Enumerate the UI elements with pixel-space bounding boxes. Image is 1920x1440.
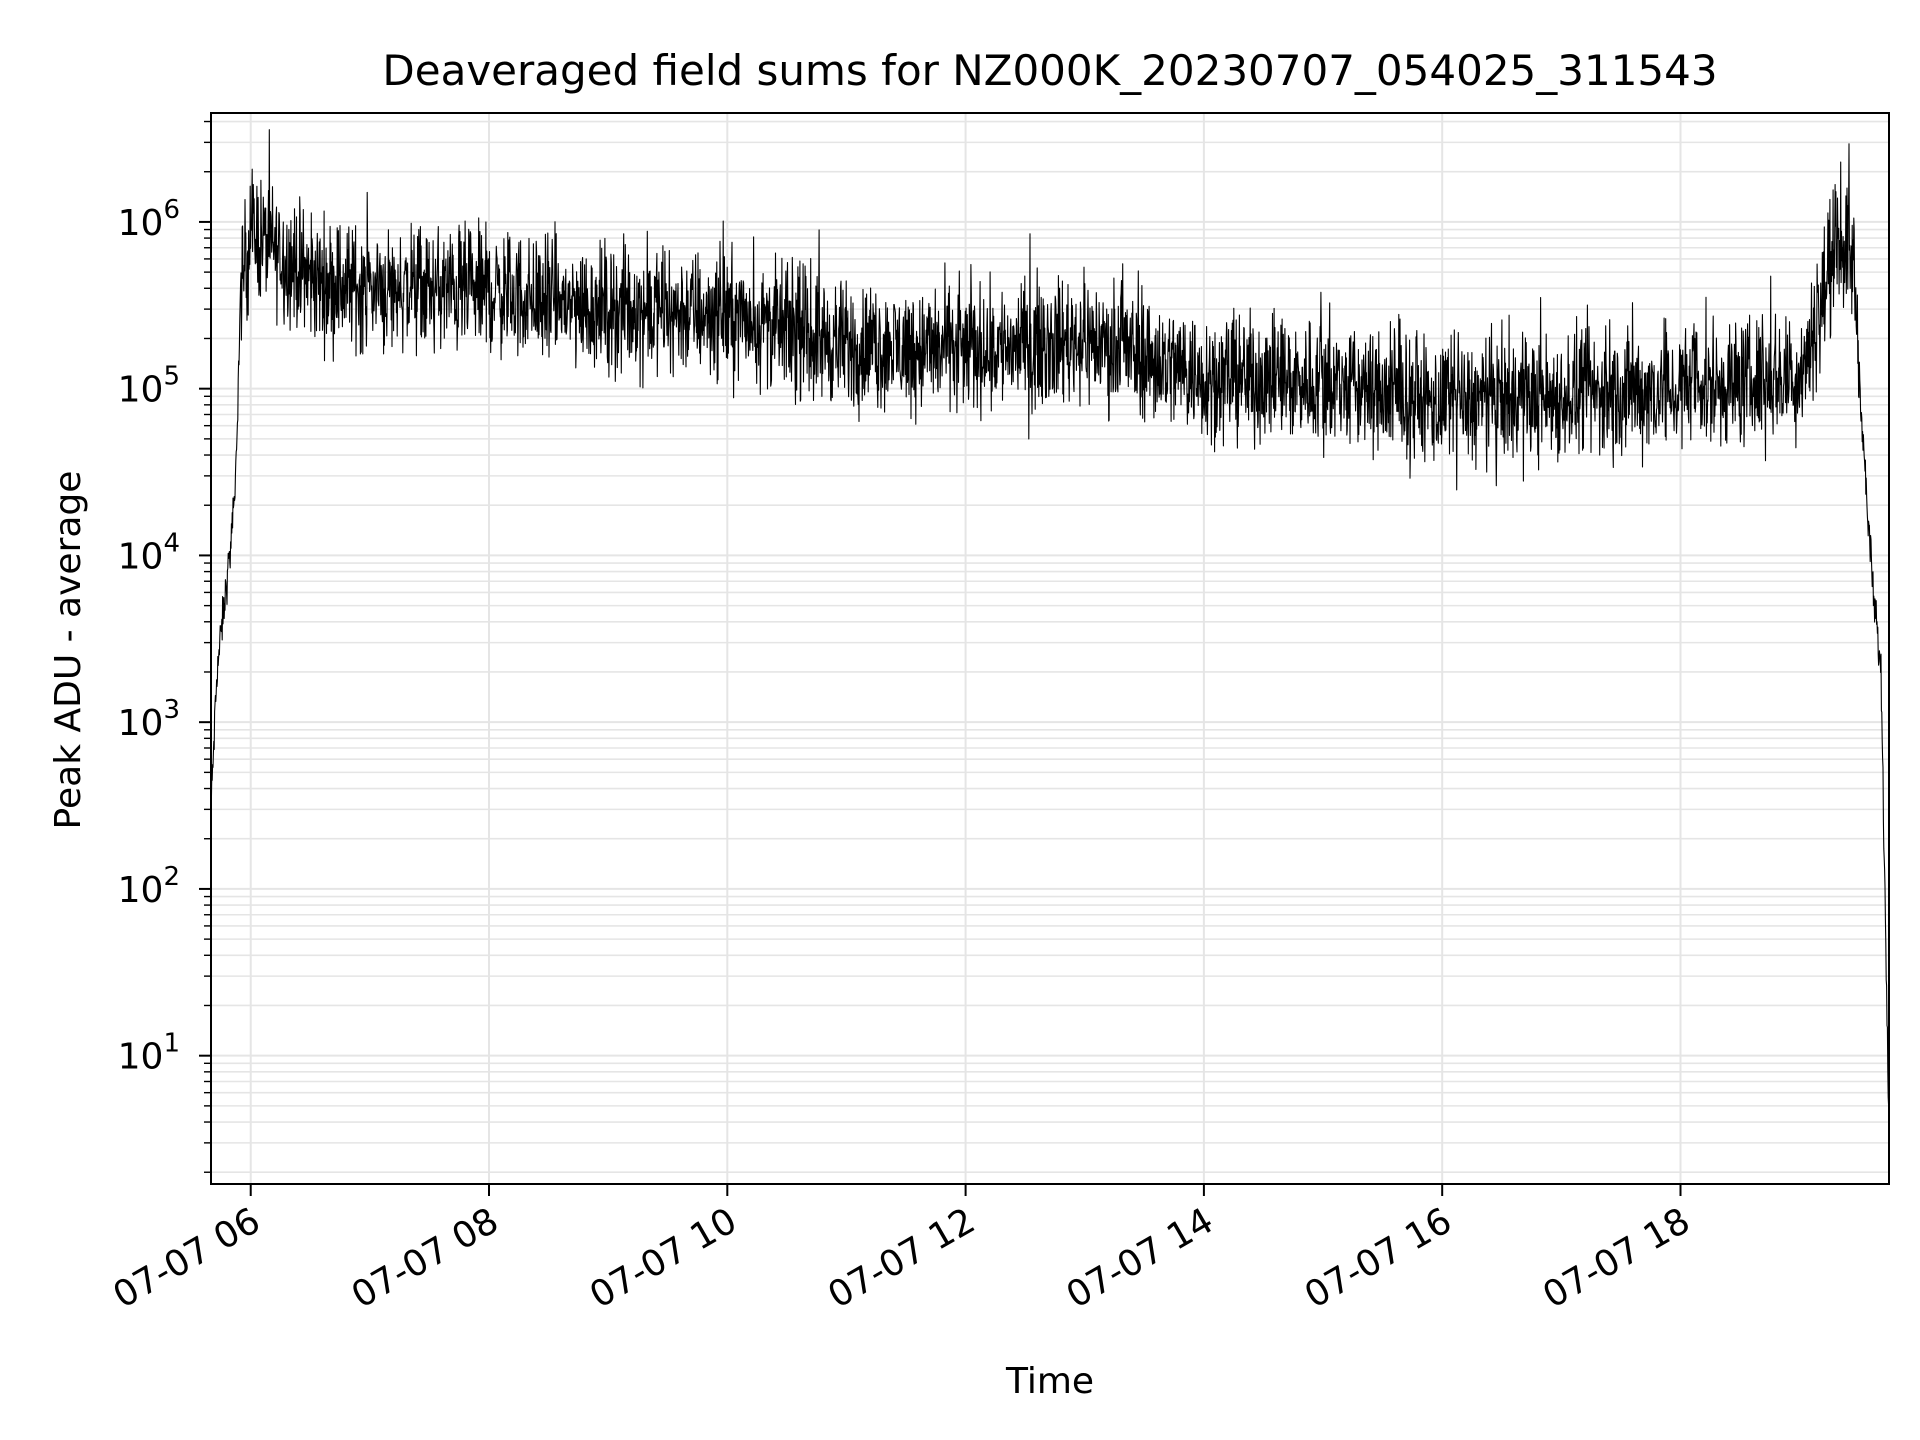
- series-line: [210, 129, 1890, 1149]
- y-tick-label: 103: [118, 695, 180, 744]
- y-tick-label: 101: [118, 1029, 180, 1078]
- plot-frame: [210, 112, 1890, 1185]
- chart-title: Deaveraged field sums for NZ000K_2023070…: [382, 46, 1717, 95]
- y-tick-label: 104: [118, 528, 180, 577]
- y-axis-label: Peak ADU - average: [48, 471, 89, 830]
- y-tick-label: 106: [118, 195, 180, 244]
- data-layer: [210, 129, 1890, 1149]
- y-tick-label: 105: [118, 362, 180, 411]
- grid-layer: [211, 113, 1889, 1184]
- y-tick-label: 102: [118, 862, 180, 911]
- x-axis-label: Time: [1005, 1361, 1094, 1402]
